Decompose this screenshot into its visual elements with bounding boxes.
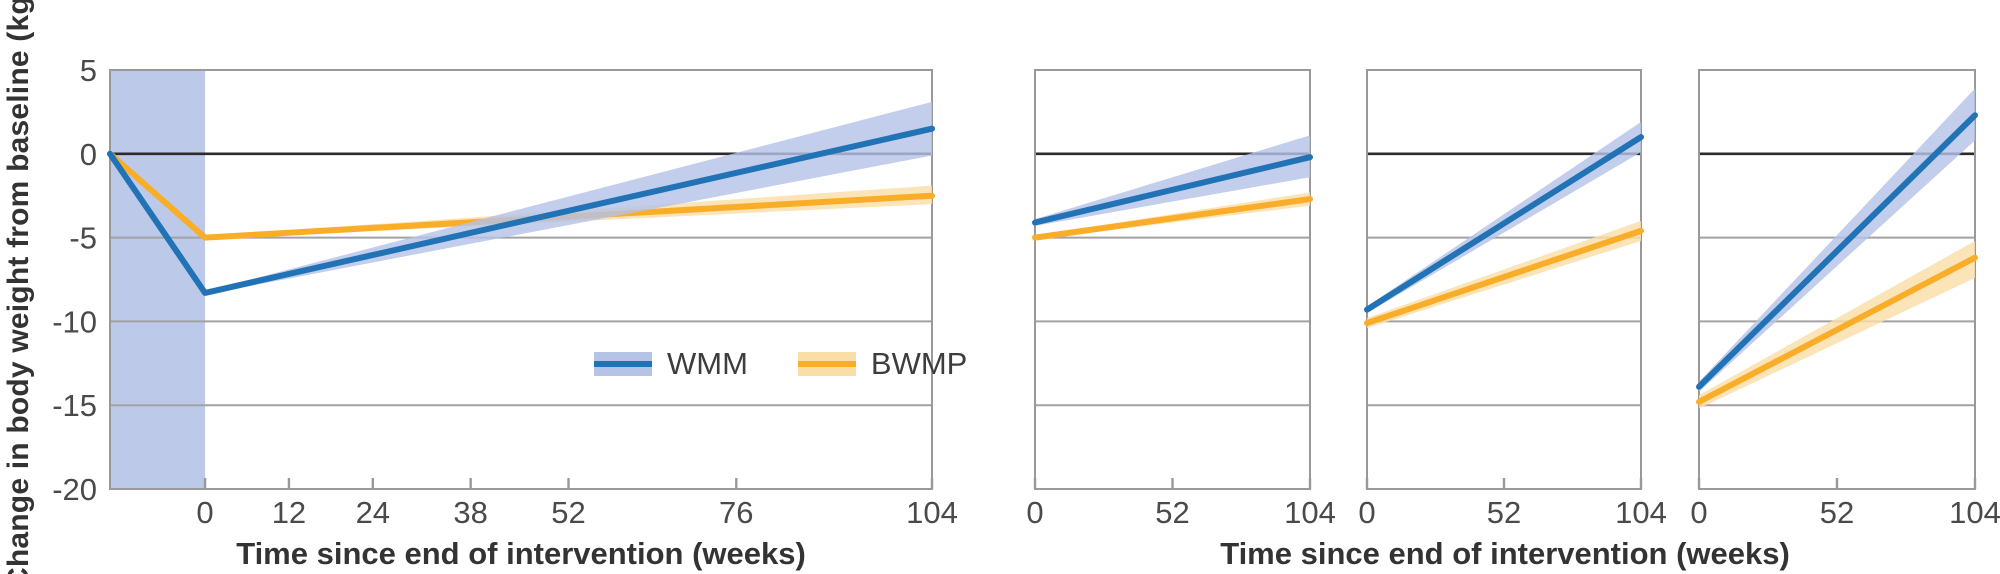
x-tick-label: 0 bbox=[1690, 495, 1707, 530]
x-axis-title-small-panels: Time since end of intervention (weeks) bbox=[1220, 536, 1790, 571]
x-tick-label: 104 bbox=[1615, 495, 1667, 530]
x-tick-label: 76 bbox=[719, 495, 753, 530]
wmm-line bbox=[1032, 154, 1313, 226]
panel-small-panel-2: 0 52 104 bbox=[1358, 69, 1667, 530]
legend-item-bwmp: BWMP bbox=[797, 346, 968, 382]
x-tick-label: 52 bbox=[1820, 495, 1854, 530]
x-tick-label: 52 bbox=[1487, 495, 1521, 530]
wmm-band-swatch bbox=[594, 352, 652, 376]
x-tick-label: 0 bbox=[1358, 495, 1375, 530]
x-tick-label: 104 bbox=[1949, 495, 2000, 530]
x-tick-label: 12 bbox=[272, 495, 306, 530]
bwmp-line bbox=[1696, 254, 1978, 405]
panel-all-interventions-main: 0 12 24 38 52 76 104 5 0 -5 -10 -15 -20 bbox=[52, 53, 958, 530]
wmm-line bbox=[1696, 112, 1978, 390]
bwmp-line-swatch bbox=[797, 361, 856, 367]
x-tick-label: 24 bbox=[356, 495, 390, 530]
x-tick-label: 52 bbox=[1155, 495, 1189, 530]
wmm-line bbox=[107, 125, 935, 296]
legend-label-wmm: WMM bbox=[667, 346, 748, 381]
x-tick-label: 38 bbox=[453, 495, 487, 530]
y-tick-label: -10 bbox=[52, 304, 97, 339]
y-tick-label: 0 bbox=[80, 137, 97, 172]
legend-item-wmm: WMM bbox=[594, 346, 748, 382]
legend-label-bwmp: BWMP bbox=[870, 346, 968, 381]
x-tick-label: 0 bbox=[1026, 495, 1043, 530]
legend: WMM BWMP bbox=[594, 346, 967, 382]
panel-small-panel-1: 0 52 104 bbox=[1026, 69, 1336, 530]
y-tick-label: -15 bbox=[52, 388, 97, 423]
y-tick-label: -20 bbox=[52, 472, 97, 507]
bwmp-line bbox=[1364, 227, 1644, 327]
x-tick-label: 52 bbox=[551, 495, 585, 530]
panel-border bbox=[1034, 69, 1311, 490]
y-tick-label: -5 bbox=[69, 221, 97, 256]
wmm-line bbox=[1364, 134, 1644, 313]
bwmp-line bbox=[107, 150, 935, 241]
bwmp-band-swatch bbox=[797, 352, 856, 376]
x-tick-label: 0 bbox=[196, 495, 213, 530]
y-tick-label: 5 bbox=[80, 53, 97, 88]
wmm-line-swatch bbox=[594, 361, 652, 367]
x-axis-title-main-panel: Time since end of intervention (weeks) bbox=[236, 536, 806, 571]
panel-small-panel-3: 0 52 104 bbox=[1690, 69, 2000, 530]
intervention-period-shade bbox=[110, 70, 206, 489]
x-tick-label: 104 bbox=[1284, 495, 1336, 530]
y-axis-title: Change in body weight from baseline (kg) bbox=[2, 0, 35, 574]
x-tick-label: 104 bbox=[906, 495, 958, 530]
bwmp-line bbox=[1032, 196, 1313, 241]
wmm-confidence-band bbox=[205, 101, 932, 295]
panel-border bbox=[109, 69, 933, 490]
